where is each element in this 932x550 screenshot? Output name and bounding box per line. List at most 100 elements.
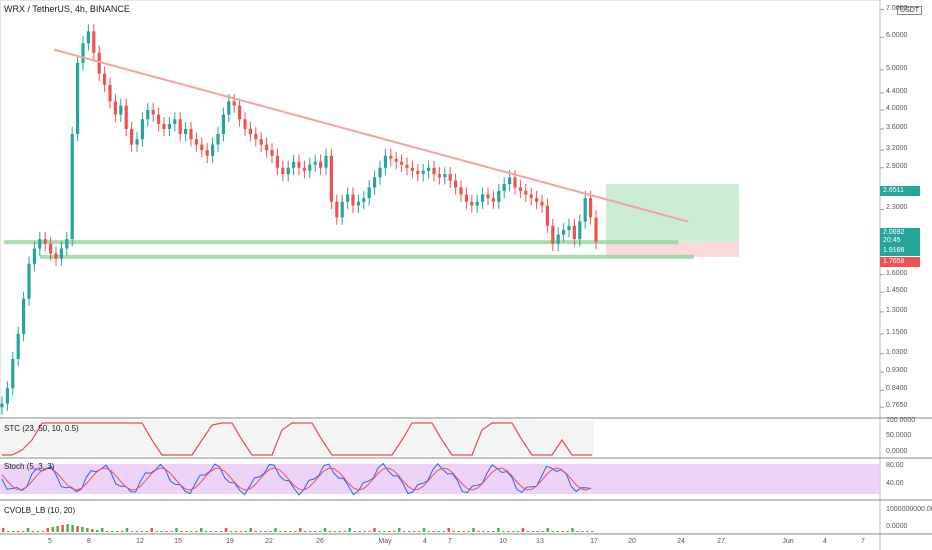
candle-body xyxy=(594,217,598,242)
volume-bar xyxy=(467,531,470,532)
volume-bar xyxy=(165,531,168,532)
volume-bar xyxy=(343,531,347,532)
candle-body xyxy=(518,187,522,191)
volume-bar xyxy=(26,528,30,532)
candle-body xyxy=(259,139,263,145)
volume-bar xyxy=(175,528,178,532)
date-tick-label: 8 xyxy=(87,538,91,545)
candle-body xyxy=(119,105,123,115)
candle-body xyxy=(173,119,177,125)
volume-bar xyxy=(2,528,5,532)
candle-body xyxy=(362,198,366,202)
volume-bar xyxy=(571,528,574,532)
candle-body xyxy=(140,119,144,140)
candle-body xyxy=(421,170,425,175)
volume-bar xyxy=(269,531,272,532)
price-tick-label: 2.9000 xyxy=(886,162,908,170)
volume-bar xyxy=(442,531,446,532)
date-tick-label: May xyxy=(378,538,392,545)
stoch-label: Stoch (5, 3, 3) xyxy=(4,462,55,471)
candle-body xyxy=(389,155,393,159)
price-tick-label: 4.0000 xyxy=(886,105,908,113)
volume-bar xyxy=(338,531,342,532)
volume-bar xyxy=(11,531,15,532)
volume-bar xyxy=(383,531,386,532)
volume-bar xyxy=(417,531,421,532)
candle-body xyxy=(265,144,269,151)
volume-bar xyxy=(447,528,450,532)
stc-bg xyxy=(0,420,594,456)
candle-body xyxy=(275,155,279,168)
candle-body xyxy=(589,198,593,218)
volume-bar xyxy=(422,528,426,532)
price-tick-label: 0.8400 xyxy=(886,385,908,393)
candle-body xyxy=(157,114,161,125)
volume-bar xyxy=(358,531,361,532)
volume-bar xyxy=(101,528,104,532)
candle-body xyxy=(184,128,188,135)
candle-body xyxy=(76,62,80,135)
volume-bar xyxy=(536,531,540,532)
price-tick-label: 4.4000 xyxy=(886,87,908,95)
stc-level-label: 100.0000 xyxy=(886,417,916,424)
candle-body xyxy=(27,263,31,299)
volume-bar xyxy=(125,528,129,532)
candle-body xyxy=(427,167,431,171)
candle-body xyxy=(135,139,139,145)
candle-body xyxy=(227,101,231,115)
candle-body xyxy=(443,174,447,178)
currency-badge[interactable]: USDT xyxy=(897,6,923,15)
volume-bar xyxy=(487,531,490,532)
price-tag: 2.0692 xyxy=(880,228,920,238)
candle-body xyxy=(470,201,474,206)
volume-bar xyxy=(393,531,396,532)
volume-bar xyxy=(363,531,366,532)
volume-bar xyxy=(155,531,158,532)
volume-bar xyxy=(373,528,376,532)
candle-body xyxy=(178,119,182,135)
stc-level-label: 50.0000 xyxy=(886,432,912,439)
volume-bar xyxy=(437,531,441,532)
price-tick-label: 1.4500 xyxy=(886,287,908,295)
candle-body xyxy=(113,101,117,115)
volume-bar xyxy=(566,531,569,532)
candle-body xyxy=(292,161,296,168)
volume-bar xyxy=(526,531,530,532)
volume-bar xyxy=(323,528,327,532)
volume-bar xyxy=(591,531,594,532)
candle-body xyxy=(535,198,539,202)
candle-body xyxy=(340,201,344,218)
volume-bar xyxy=(190,531,193,532)
volume-bar xyxy=(348,528,351,532)
candle-body xyxy=(464,194,468,202)
candle-body xyxy=(346,194,350,202)
candle-body xyxy=(103,73,107,85)
candle-body xyxy=(302,167,306,171)
candle-body xyxy=(394,158,398,162)
stc-label: STC (23, 50, 10, 0.5) xyxy=(4,424,79,433)
volume-bar xyxy=(229,531,233,532)
volume-bar xyxy=(368,531,371,532)
candle-body xyxy=(502,183,506,191)
price-tag: 2.6511 xyxy=(880,186,920,196)
volume-bar xyxy=(46,528,50,532)
stc-level-label: 0.0000 xyxy=(886,448,908,455)
volume-bar xyxy=(388,531,391,532)
volume-bar xyxy=(452,531,455,532)
cvolb-label: CVOLB_LB (10, 20) xyxy=(4,506,76,515)
candle-body xyxy=(130,128,134,145)
volume-bar xyxy=(21,531,25,532)
volume-bar xyxy=(120,531,124,532)
candle-body xyxy=(405,164,409,168)
candle-body xyxy=(281,167,285,175)
volume-bar xyxy=(150,528,153,532)
volume-bar xyxy=(96,530,99,532)
volume-bar xyxy=(170,531,173,532)
candle-body xyxy=(578,221,582,240)
candle-body xyxy=(81,43,85,63)
candle-body xyxy=(572,225,576,240)
candle-body xyxy=(297,161,301,168)
volume-bar xyxy=(105,531,109,532)
volume-bar xyxy=(204,531,208,532)
